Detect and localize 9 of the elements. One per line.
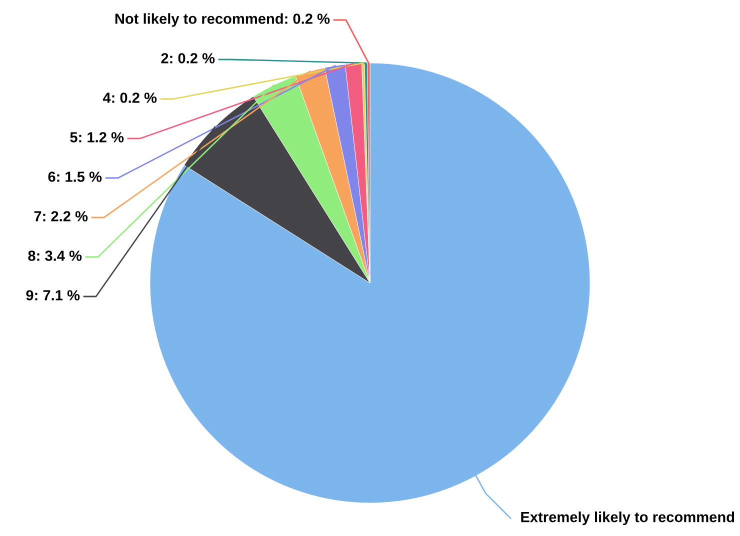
slice-label: 2: 0.2 % <box>161 53 215 64</box>
slice-label: Not likely to recommend: 0.2 % <box>115 13 330 27</box>
slice-label: 7: 2.2 % <box>34 211 88 222</box>
slice-label: Extremely likely to recommend <box>521 512 734 526</box>
slice-label: 5: 1.2 % <box>70 132 124 142</box>
slice-label: 9: 7.1 % <box>26 290 80 300</box>
slice-label: 4: 0.2 % <box>102 92 157 103</box>
slice-label: 8: 3.4 % <box>28 250 82 261</box>
slice-label: 6: 1.5 % <box>48 172 102 182</box>
